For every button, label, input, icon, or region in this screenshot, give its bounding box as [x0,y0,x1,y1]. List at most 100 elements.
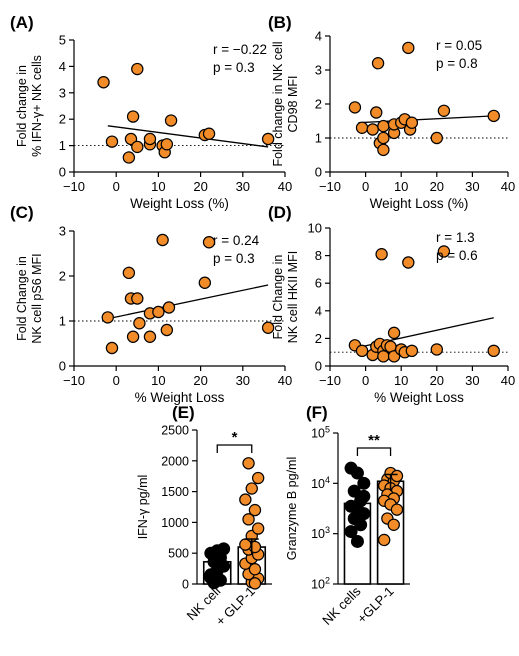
data-point [133,317,146,330]
data-point [217,542,231,556]
y-tick-label: 1 [59,138,66,153]
data-point [97,76,110,89]
x-tick-label: 30 [236,373,250,388]
y-axis-label-line1: Fold change in [15,65,29,147]
data-point [122,266,136,280]
data-point [239,493,252,506]
x-tick-label: 40 [278,373,292,388]
data-point [248,503,262,517]
data-point [366,123,379,136]
y-tick-label: 2500 [161,424,189,438]
y-tick-label: 2 [59,112,66,127]
y-tick-label: 2 [59,269,66,284]
x-axis-label: Weight Loss (%) [370,196,469,211]
x-tick-label: 20 [193,179,207,194]
stat-p: p = 0.3 [213,251,255,266]
panel-f: (F) Granzyme B pg/ml ** NK cells+GLP-1 [285,403,410,628]
y-tick-label: 6 [315,276,322,291]
x-tick-label: 10 [394,373,408,388]
y-axis-label: IFN-γ pg/ml [136,475,150,540]
y-tick-label: 500 [168,547,189,561]
y-tick-label: 3 [59,224,66,239]
data-point [377,143,390,157]
data-point [387,326,401,340]
y-tick-label: 2 [315,97,322,112]
data-point [202,127,216,140]
data-point [357,489,371,503]
data-point [101,311,114,324]
data-point [390,503,404,516]
data-point [105,135,119,148]
y-tick-label: 4 [59,59,66,74]
x-tick-label: 40 [501,179,515,194]
data-point [344,525,358,539]
y-tick-label: 1500 [161,485,189,499]
data-point [377,350,390,363]
data-point [371,57,385,70]
y-axis-label-line1: Fold change in NK cell [271,41,285,166]
data-point [126,110,140,123]
data-point [105,341,119,355]
significance-bracket [356,447,392,456]
x-tick-label: −10 [63,373,85,388]
data-point [377,533,391,547]
x-tick-label: −10 [319,179,341,194]
y-tick-label: 0 [59,165,66,180]
data-point [248,577,262,590]
stat-r: r = 0.05 [436,38,482,53]
data-point [387,518,400,532]
data-point [487,344,500,358]
y-tick-label: 0 [315,359,322,374]
x-tick-label: −10 [63,179,85,194]
y-tick-label: 2000 [161,454,189,468]
panel-d-letter: (D) [268,203,292,222]
x-tick-label: −10 [319,373,341,388]
data-point [131,62,144,76]
data-point [122,151,136,164]
x-tick-label: 10 [151,373,165,388]
panel-b-letter: (B) [268,13,292,32]
data-point [162,301,176,314]
stat-r: r = 1.3 [436,230,475,245]
x-axis-label: % Weight Loss [374,390,464,405]
y-tick-label: 1 [59,314,66,329]
stat-p: p = 0.6 [436,248,478,263]
data-point [370,106,383,119]
y-tick-label: 10 [308,221,322,236]
y-tick-label: 1 [315,131,322,146]
data-point [248,563,262,576]
y-tick-label: 105 [311,425,330,441]
data-point [430,343,443,356]
data-point [242,513,255,526]
data-point [143,330,157,343]
stat-p: p = 0.8 [436,56,478,71]
y-tick-label: 103 [311,525,330,541]
y-axis-label-line2: % IFN-γ+ NK cells [30,55,44,157]
data-point [348,101,362,114]
data-point [164,114,178,127]
panel-c-letter: (C) [10,203,34,222]
data-point [375,248,388,261]
data-point [124,132,138,146]
x-tick-label: 20 [430,179,444,194]
x-tick-label: 40 [278,179,292,194]
data-point [377,119,390,133]
data-point [354,518,368,532]
data-point [350,466,364,480]
x-tick-label: 30 [465,373,479,388]
y-tick-label: 2 [315,331,322,346]
data-point [261,132,275,146]
y-axis-label-line1: Fold Change in [271,255,285,340]
data-point [405,344,419,358]
y-tick-label: 3 [59,85,66,100]
x-axis-label: Weight Loss (%) [130,196,229,211]
stat-p: p = 0.3 [213,60,255,75]
panel-a-letter: (A) [10,13,34,32]
data-point [198,276,212,289]
y-tick-label: 4 [315,303,322,318]
x-tick-label: 30 [236,179,250,194]
data-point [156,233,169,247]
y-tick-label: 3 [315,63,322,78]
